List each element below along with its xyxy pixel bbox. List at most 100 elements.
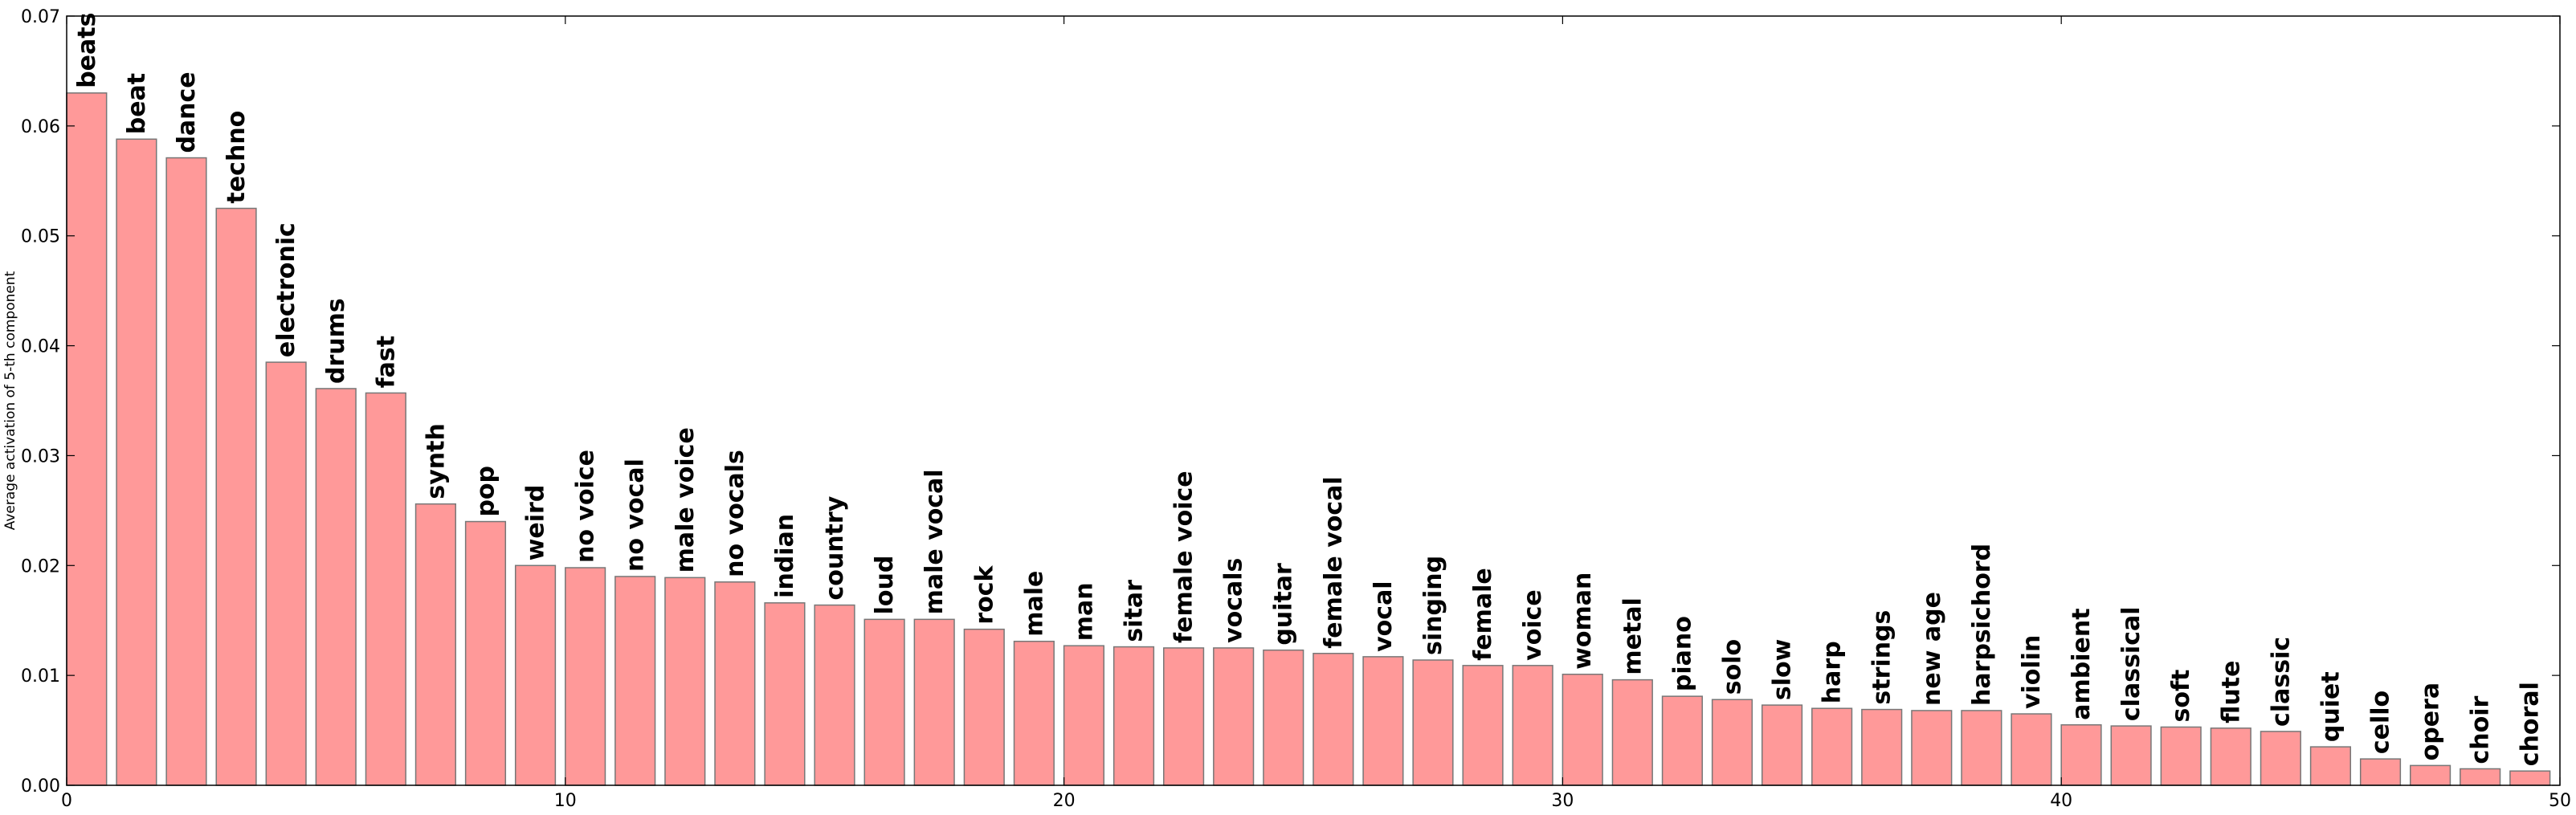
x-tick-label: 30 (1551, 791, 1574, 811)
x-tick-label: 40 (2050, 791, 2072, 811)
bar (764, 602, 806, 786)
bar-label: guitar (1270, 563, 1298, 646)
bar (1462, 665, 1504, 786)
bar (1661, 695, 1703, 786)
bar-label: techno (222, 111, 251, 204)
bar (1512, 665, 1553, 786)
bar-label: harp (1819, 641, 1847, 703)
bar-label: no vocals (721, 450, 749, 577)
bar-label: weird (522, 485, 550, 561)
bar (365, 392, 406, 786)
bar (963, 628, 1005, 786)
bar-label: flute (2217, 661, 2245, 723)
bar-label: violin (2018, 635, 2046, 709)
bar-label: voice (1519, 589, 1547, 661)
bar-label: female voice (1170, 471, 1198, 643)
bar-label: rock (970, 564, 998, 624)
bar (2210, 727, 2251, 786)
ticks-layer: 0 10 20 30 40 50 0.00 0.01 0.02 0.03 0.04 0.05 0.06 0… (21, 7, 2571, 811)
bar (2260, 731, 2301, 786)
y-tick-label: 0.07 (21, 7, 60, 27)
bar (2410, 764, 2451, 786)
bar (414, 503, 456, 786)
bar-label: quiet (2317, 671, 2345, 742)
y-tick-label: 0.05 (21, 227, 60, 247)
bar (664, 577, 706, 786)
bar (2060, 723, 2102, 786)
bar-label: female vocal (1320, 476, 1348, 648)
bar (1013, 640, 1055, 786)
bar (1861, 708, 1903, 786)
bar-label: pop (472, 466, 500, 517)
bar (464, 520, 507, 786)
bar-label: no vocal (622, 458, 650, 572)
bar (614, 576, 656, 786)
bar (2359, 758, 2402, 786)
x-tick-label: 20 (1053, 791, 1076, 811)
bar-label: metal (1619, 597, 1647, 674)
bar (1412, 659, 1454, 786)
bar-label: soft (2167, 670, 2195, 723)
bar (215, 207, 257, 786)
bar (2110, 725, 2152, 786)
bar-labels-layer: beats beat dance techno electronic drums fast s… (73, 13, 2545, 767)
bar (1263, 649, 1304, 786)
y-tick-label: 0.04 (21, 337, 60, 357)
bar (913, 618, 955, 786)
bar-label: male vocal (921, 469, 949, 614)
bar-label: strings (1868, 610, 1896, 705)
bar-label: male voice (672, 427, 700, 573)
bar (1312, 653, 1354, 786)
axis-frame (66, 15, 2561, 786)
bar (1063, 645, 1105, 786)
y-axis-label: Average activation of 5-th component (2, 271, 18, 530)
bar-label: classic (2267, 637, 2295, 727)
bar-label: synth (422, 423, 450, 499)
bar (2160, 726, 2202, 786)
bar-label: slow (1769, 639, 1797, 700)
bar-label: vocals (1220, 558, 1248, 643)
bar-label: choral (2517, 682, 2545, 766)
bar (66, 92, 108, 786)
bar (1562, 674, 1603, 786)
y-tick-label: 0.03 (21, 446, 60, 467)
bar (2309, 746, 2352, 786)
bar-label: male (1020, 571, 1048, 637)
bar-label: electronic (272, 222, 300, 357)
bar (1163, 647, 1205, 786)
bar-label: new age (1918, 592, 1946, 706)
bar-label: beat (123, 73, 151, 134)
x-tick-label: 0 (61, 791, 72, 811)
x-tick-label: 50 (2549, 791, 2571, 811)
bar-label: woman (1569, 573, 1597, 670)
bar-label: vocal (1370, 581, 1398, 651)
bar-label: cello (2367, 691, 2395, 754)
bars-layer (66, 92, 2551, 786)
bar (2509, 770, 2551, 786)
bar (714, 581, 756, 786)
bar (814, 604, 855, 786)
bar (1362, 656, 1404, 786)
bar-label: harpsichord (1968, 544, 1996, 706)
y-tick-label: 0.06 (21, 117, 60, 137)
bar-label: no voice (572, 450, 600, 563)
bar-label: solo (1718, 639, 1746, 695)
bar (165, 157, 207, 786)
bar-label: beats (73, 13, 101, 88)
bar (1213, 647, 1255, 786)
bar (1112, 646, 1155, 786)
bar (565, 567, 606, 786)
y-tick-label: 0.00 (21, 776, 60, 797)
bar (514, 564, 557, 786)
bar (1761, 704, 1803, 786)
bar-label: dance (173, 71, 201, 153)
bar-label: man (1070, 582, 1098, 641)
bar (1611, 678, 1653, 786)
bar-label: choir (2467, 695, 2495, 764)
bar-label: country (821, 495, 849, 600)
bar-label: ambient (2068, 608, 2096, 719)
bar-label: sitar (1121, 580, 1149, 642)
y-tick-label: 0.02 (21, 556, 60, 577)
